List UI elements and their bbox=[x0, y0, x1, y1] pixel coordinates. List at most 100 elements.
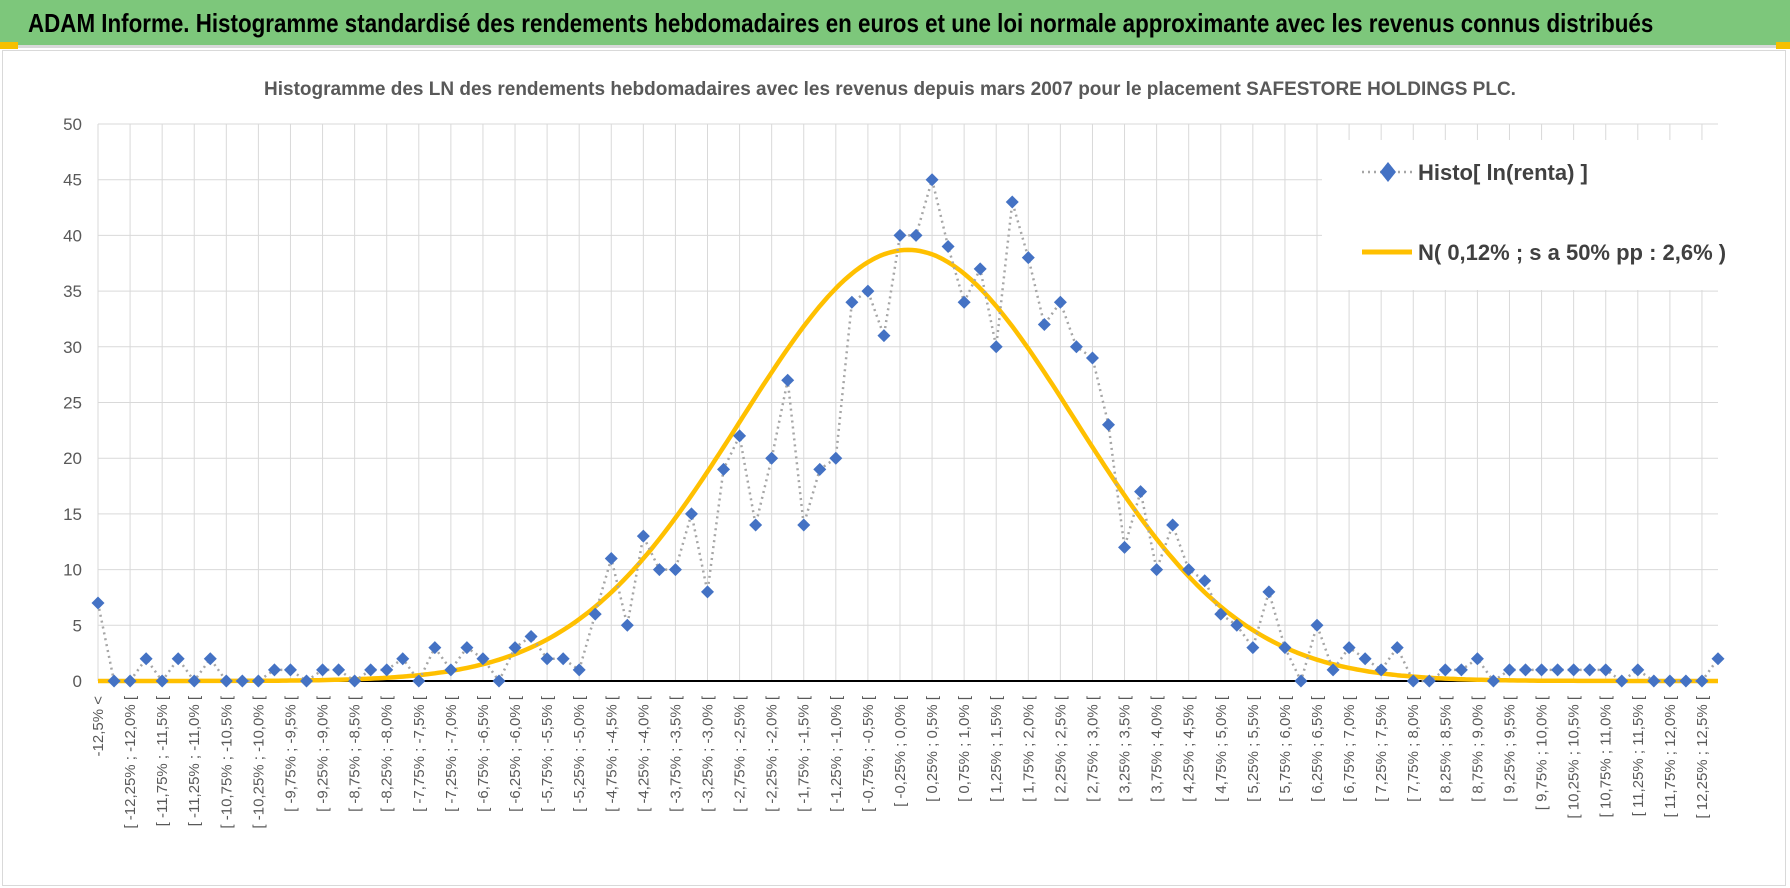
histo-point bbox=[1182, 563, 1196, 577]
x-tick-label: [ 12,25% ; 12,5% [ bbox=[1694, 695, 1711, 818]
x-tick-label: [ 8,75% ; 9,0% [ bbox=[1469, 695, 1486, 802]
x-tick-label: [ -11,75% ; -11,5% [ bbox=[154, 695, 171, 826]
histo-point bbox=[219, 674, 233, 688]
histo-point bbox=[1246, 641, 1260, 655]
histo-point bbox=[524, 629, 538, 643]
x-tick-label: [ -1,25% ; -1,0% [ bbox=[828, 695, 845, 812]
grid bbox=[97, 123, 1718, 681]
histo-point bbox=[620, 618, 634, 632]
histo-point bbox=[251, 674, 265, 688]
histo-point bbox=[1069, 340, 1083, 354]
x-tick-label: [ 10,25% ; 10,5% [ bbox=[1566, 695, 1583, 818]
x-tick-label: [ -3,25% ; -3,0% [ bbox=[700, 695, 717, 812]
histo-point bbox=[428, 641, 442, 655]
x-tick-label: [ -2,25% ; -2,0% [ bbox=[764, 695, 781, 812]
header-accent-right bbox=[1776, 42, 1790, 49]
histo-point bbox=[91, 596, 105, 610]
chart-frame bbox=[2, 50, 1786, 886]
histo-point bbox=[412, 674, 426, 688]
histo-point bbox=[1326, 663, 1340, 677]
x-tick-label: [ -1,75% ; -1,5% [ bbox=[796, 695, 813, 812]
histo-point bbox=[1214, 607, 1228, 621]
x-tick-label: [ 1,25% ; 1,5% [ bbox=[988, 695, 1005, 802]
histo-point bbox=[813, 462, 827, 476]
histo-point bbox=[877, 329, 891, 343]
histo-point bbox=[1695, 674, 1709, 688]
histo-point bbox=[1422, 674, 1436, 688]
x-tick-label: [ -7,75% ; -7,5% [ bbox=[411, 695, 428, 812]
histo-point bbox=[1358, 652, 1372, 666]
histo-point bbox=[107, 674, 121, 688]
x-tick-label: [ 9,75% ; 10,0% [ bbox=[1534, 695, 1551, 810]
x-tick-label: [ -5,25% ; -5,0% [ bbox=[571, 695, 588, 812]
x-tick-label: -12,5% < bbox=[90, 696, 107, 757]
x-tick-label: [ -10,25% ; -10,0% [ bbox=[250, 695, 267, 828]
histo-point bbox=[1294, 674, 1308, 688]
x-tick-label: [ -3,75% ; -3,5% [ bbox=[667, 695, 684, 812]
y-tick-label: 25 bbox=[63, 394, 82, 413]
x-tick-label: [ -7,25% ; -7,0% [ bbox=[443, 695, 460, 812]
histo-point bbox=[765, 451, 779, 465]
histo-point bbox=[749, 518, 763, 532]
histogram-layer bbox=[91, 173, 1725, 688]
histo-point bbox=[1101, 418, 1115, 432]
y-tick-label: 15 bbox=[63, 505, 82, 524]
histo-point bbox=[1454, 663, 1468, 677]
x-tick-label: [ 6,75% ; 7,0% [ bbox=[1341, 695, 1358, 802]
histo-point bbox=[235, 674, 249, 688]
histo-point bbox=[701, 585, 715, 599]
histo-point bbox=[1021, 251, 1035, 265]
x-tick-label: [ 4,75% ; 5,0% [ bbox=[1213, 695, 1230, 802]
histo-point bbox=[925, 173, 939, 187]
histo-point bbox=[476, 652, 490, 666]
histo-point bbox=[717, 462, 731, 476]
x-tick-label: [ -0,25% ; 0,0% [ bbox=[892, 695, 909, 807]
histo-point bbox=[1519, 663, 1533, 677]
histo-point bbox=[1631, 663, 1645, 677]
histo-point bbox=[1166, 518, 1180, 532]
y-tick-label: 30 bbox=[63, 338, 82, 357]
histo-point bbox=[123, 674, 137, 688]
histo-point bbox=[1134, 485, 1148, 499]
histo-point bbox=[1502, 663, 1516, 677]
x-tick-label: [ 7,25% ; 7,5% [ bbox=[1373, 695, 1390, 802]
histo-point bbox=[973, 262, 987, 276]
y-tick-label: 50 bbox=[63, 115, 82, 134]
histo-point bbox=[348, 674, 362, 688]
x-tick-label: [ 11,75% ; 12,0% [ bbox=[1662, 695, 1679, 817]
histo-point bbox=[187, 674, 201, 688]
x-tick-label: [ 9,25% ; 9,5% [ bbox=[1501, 695, 1518, 802]
histo-point bbox=[1390, 641, 1404, 655]
chart-title: Histogramme des LN des rendements hebdom… bbox=[264, 79, 1516, 100]
histo-point bbox=[636, 529, 650, 543]
histo-point bbox=[861, 284, 875, 298]
x-tick-label: [ -12,25% ; -12,0% [ bbox=[122, 695, 139, 828]
histo-point bbox=[444, 663, 458, 677]
histo-point bbox=[1037, 318, 1051, 332]
x-tick-label: [ 11,25% ; 11,5% [ bbox=[1630, 695, 1647, 816]
y-tick-label: 10 bbox=[63, 561, 82, 580]
histo-point bbox=[1406, 674, 1420, 688]
histo-point bbox=[380, 663, 394, 677]
histo-point bbox=[283, 663, 297, 677]
legend-histo-marker bbox=[1380, 162, 1396, 182]
normal-curve-layer bbox=[98, 247, 1718, 684]
histo-point bbox=[909, 228, 923, 242]
histo-point bbox=[1230, 618, 1244, 632]
x-tick-label: [ -10,75% ; -10,5% [ bbox=[218, 695, 235, 828]
histo-point bbox=[893, 228, 907, 242]
histo-point bbox=[203, 652, 217, 666]
histo-point bbox=[1310, 618, 1324, 632]
x-tick-label: [ -4,25% ; -4,0% [ bbox=[635, 695, 652, 812]
header-accent-left bbox=[0, 42, 18, 49]
histo-point bbox=[300, 674, 314, 688]
y-tick-label: 35 bbox=[63, 282, 82, 301]
histo-point bbox=[171, 652, 185, 666]
histo-point bbox=[604, 551, 618, 565]
histo-point bbox=[1278, 641, 1292, 655]
histo-point bbox=[267, 663, 281, 677]
histo-point bbox=[1342, 641, 1356, 655]
x-tick-label: [ -4,75% ; -4,5% [ bbox=[603, 695, 620, 812]
